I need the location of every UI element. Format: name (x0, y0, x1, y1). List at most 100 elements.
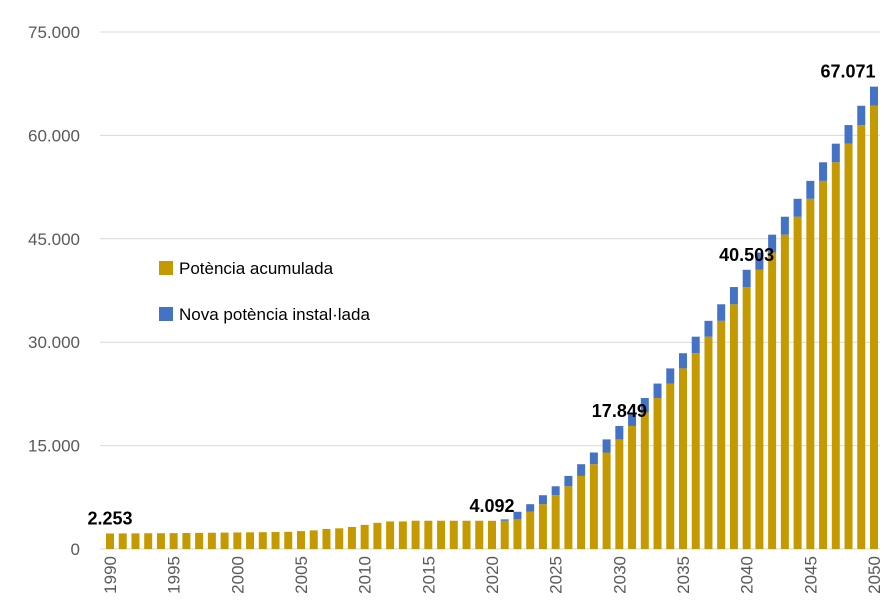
bar-segment (628, 412, 637, 426)
bar-segment (806, 180, 815, 199)
bar-segment (526, 504, 535, 512)
bar-segment (258, 532, 267, 549)
bar-segment (538, 504, 547, 549)
bar-segment (653, 398, 662, 549)
bar-segment (182, 533, 191, 549)
bar-segment (118, 533, 127, 549)
bar-segment (793, 216, 802, 549)
bar-segment (870, 86, 878, 106)
bar-segment (551, 486, 560, 496)
bar-segment (297, 531, 305, 549)
bar-segment (615, 425, 624, 440)
bar-segment (335, 528, 344, 549)
bar-segment (551, 495, 560, 549)
bar-segment (729, 304, 738, 549)
bar-segment (526, 511, 535, 549)
bar-segment (411, 520, 420, 549)
y-tick-label: 60.000 (28, 126, 80, 145)
x-tick-label: 1990 (101, 556, 120, 594)
bar-segment (819, 180, 828, 549)
data-label: 40.503 (719, 245, 774, 265)
bar-segment (513, 519, 522, 549)
bar-segment (831, 162, 840, 549)
bar-segment (424, 520, 433, 549)
bar-segment (857, 125, 866, 549)
bar-segment (717, 304, 726, 321)
bar-segment (106, 533, 114, 549)
bar-segment (577, 475, 586, 549)
bar-segment (742, 287, 751, 549)
bar-segment (780, 234, 789, 549)
x-tick-label: 2000 (228, 556, 247, 594)
bar-segment (373, 522, 382, 549)
bar-segment (704, 320, 713, 337)
bar-segment (449, 520, 458, 549)
bar-segment (857, 105, 866, 126)
x-tick-label: 2025 (547, 556, 566, 594)
bar-segment (831, 143, 840, 163)
bar-segment (589, 452, 598, 465)
bar-segment (679, 368, 687, 549)
bar-segment (398, 521, 407, 549)
y-tick-label: 0 (71, 540, 80, 559)
bar-segment (207, 532, 216, 549)
data-label: 17.849 (592, 401, 647, 421)
bar-segment (793, 198, 802, 217)
x-tick-label: 2020 (483, 556, 502, 594)
bar-segment (589, 464, 598, 549)
bar-segment (819, 162, 828, 181)
legend-label: Nova potència instal·lada (179, 305, 370, 324)
bar-segment (755, 252, 764, 270)
x-tick-label: 2005 (292, 556, 311, 594)
bar-segment (640, 412, 649, 549)
bar-segment (768, 234, 777, 253)
bar-segment (615, 439, 624, 549)
bar-segment (768, 252, 777, 549)
bar-segment (755, 269, 764, 549)
bar-segment (309, 530, 318, 549)
bar-segment (144, 533, 153, 549)
bar-segment (844, 125, 853, 144)
bar-segment (653, 383, 662, 399)
legend-swatch (159, 307, 173, 321)
bar-segment (806, 198, 815, 549)
data-label: 4.092 (469, 496, 514, 516)
bar-segment (233, 532, 242, 549)
bar-segment (360, 524, 369, 549)
x-tick-label: 2015 (419, 556, 438, 594)
x-tick-label: 2010 (356, 556, 375, 594)
bar-segment (870, 105, 878, 549)
bar-segment (538, 495, 547, 505)
x-tick-label: 2045 (801, 556, 820, 594)
bar-segment (602, 439, 611, 453)
bar-segment (322, 529, 331, 549)
bar-segment (271, 532, 280, 549)
y-tick-label: 15.000 (28, 437, 80, 456)
x-tick-label: 2035 (674, 556, 693, 594)
legend-swatch (159, 261, 173, 275)
bar-segment (780, 216, 789, 235)
y-tick-label: 75.000 (28, 23, 80, 42)
x-tick-label: 2050 (865, 556, 884, 594)
bar-segment (564, 475, 573, 487)
bar-segment (437, 520, 446, 549)
bar-segment (564, 486, 573, 549)
bar-segment (284, 531, 293, 549)
bar-segment (500, 519, 509, 521)
data-label: 2.253 (87, 508, 132, 528)
bar-segment (347, 526, 356, 549)
bar-segment (717, 320, 726, 549)
bar-segment (156, 533, 165, 549)
bar-segment (169, 533, 178, 549)
bar-segment (704, 336, 713, 549)
bar-segment (577, 464, 586, 476)
bar-segment (640, 398, 649, 413)
x-tick-label: 1995 (165, 556, 184, 594)
bar-segment (195, 532, 204, 549)
bar-segment (500, 520, 509, 549)
bar-segment (729, 287, 738, 305)
bar-segment (131, 533, 140, 549)
data-label: 67.071 (820, 62, 875, 82)
